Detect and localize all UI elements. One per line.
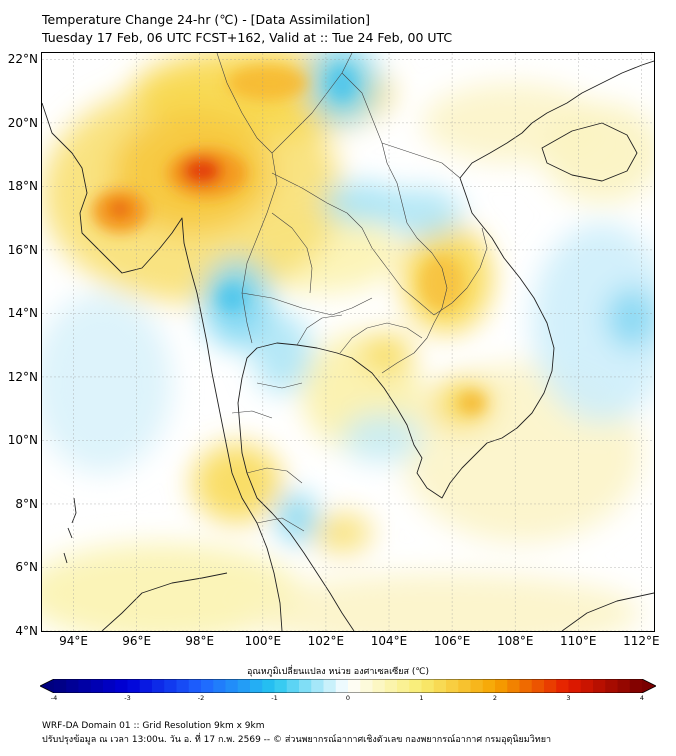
colorbar-cell <box>127 679 141 693</box>
colorbar-tick-label: 1 <box>419 694 424 702</box>
lon-label: 112°E <box>623 634 660 648</box>
colorbar-cell <box>90 679 104 693</box>
colorbar-cell <box>482 679 496 693</box>
lat-label: 14°N <box>7 306 38 321</box>
footer-model-info: WRF-DA Domain 01 :: Grid Resolution 9km … <box>42 721 265 731</box>
colorbar-cell <box>115 679 128 693</box>
colorbar-cell <box>335 679 349 693</box>
footer-credits: ปรับปรุงข้อมูล ณ เวลา 13:00น. วัน อ. ที่… <box>42 735 552 745</box>
colorbar-tick-label: 3 <box>566 694 571 702</box>
lat-label: 4°N <box>15 624 38 638</box>
lat-label: 6°N <box>15 560 38 575</box>
colorbar-cell <box>213 679 226 693</box>
colorbar-cell <box>164 679 177 693</box>
lon-label: 104°E <box>370 634 408 648</box>
colorbar-cell <box>519 679 533 693</box>
lat-label: 22°N <box>7 52 38 67</box>
colorbar-cell <box>54 679 67 693</box>
colorbar-cell <box>286 679 300 693</box>
lon-label: 98°E <box>185 634 215 648</box>
lat-label: 8°N <box>15 496 38 511</box>
colorbar-cell <box>495 679 508 693</box>
colorbar-title: อุณหภูมิเปลี่ยนแปลง หน่วย องศาเซลเซียส (… <box>246 667 430 677</box>
lat-label: 18°N <box>7 179 38 194</box>
colorbar-tick-label: -2 <box>197 694 205 702</box>
colorbar-cell <box>470 679 484 693</box>
lat-label: 10°N <box>7 433 38 448</box>
lon-label: 106°E <box>433 634 471 648</box>
country-borders <box>216 53 488 532</box>
colorbar-cell <box>201 679 214 693</box>
colorbar-cell <box>348 679 361 693</box>
colorbar-tick-label: 2 <box>492 694 498 702</box>
colorbar-cell <box>397 679 410 693</box>
colorbar-min-extend <box>40 679 54 693</box>
colorbar-cell <box>507 679 520 693</box>
colorbar-cell <box>237 679 251 693</box>
colorbar-cell <box>360 679 373 693</box>
colorbar-max-extend <box>642 679 656 693</box>
colorbar <box>40 679 656 693</box>
lon-label: 100°E <box>244 634 282 648</box>
colorbar-cell <box>544 679 557 693</box>
colorbar-cell <box>568 679 582 693</box>
lat-lon-grid <box>42 53 654 631</box>
colorbar-cell <box>629 679 643 693</box>
coastlines <box>42 60 654 631</box>
lat-label: 12°N <box>7 369 38 384</box>
lon-label: 94°E <box>59 634 88 648</box>
colorbar-cell <box>531 679 545 693</box>
colorbar-cell <box>274 679 288 693</box>
colorbar-cell <box>152 679 165 693</box>
map-subtitle: Tuesday 17 Feb, 06 UTC FCST+162, Valid a… <box>42 30 453 45</box>
map-title: Temperature Change 24-hr (℃) - [Data Ass… <box>42 12 371 27</box>
lat-label: 20°N <box>7 115 38 130</box>
colorbar-cell <box>323 679 337 693</box>
colorbar-cell <box>433 679 447 693</box>
colorbar-cell <box>66 679 79 693</box>
colorbar-cell <box>458 679 471 693</box>
colorbar-cell <box>409 679 422 693</box>
anomaly-field <box>42 53 654 631</box>
colorbar-cell <box>311 679 324 693</box>
colorbar-tick-label: -3 <box>124 694 131 702</box>
colorbar-cell <box>103 679 116 693</box>
temperature-change-map[interactable] <box>41 52 655 632</box>
colorbar-cell <box>617 679 631 693</box>
colorbar-tick-label: -4 <box>50 694 58 702</box>
colorbar-cell <box>262 679 275 693</box>
colorbar-cell <box>593 679 606 693</box>
colorbar-cell <box>384 679 398 693</box>
colorbar-tick-label: 0 <box>345 694 351 702</box>
lat-label: 16°N <box>7 242 38 257</box>
colorbar-tick-label: -1 <box>271 694 278 702</box>
colorbar-cell <box>188 679 202 693</box>
colorbar-cell <box>446 679 459 693</box>
colorbar-cell <box>372 679 386 693</box>
lon-label: 108°E <box>496 634 534 648</box>
lon-label: 102°E <box>307 634 345 648</box>
colorbar-cell <box>139 679 153 693</box>
lon-label: 110°E <box>560 634 597 648</box>
colorbar-cell <box>580 679 594 693</box>
lon-label: 96°E <box>122 634 152 648</box>
colorbar-cell <box>299 679 312 693</box>
colorbar-cell <box>421 679 435 693</box>
colorbar-cell <box>176 679 190 693</box>
colorbar-cell <box>250 679 263 693</box>
colorbar-cell <box>78 679 92 693</box>
colorbar-cell <box>605 679 618 693</box>
colorbar-cell <box>225 679 239 693</box>
colorbar-tick-label: 4 <box>639 694 645 702</box>
colorbar-cell <box>556 679 569 693</box>
